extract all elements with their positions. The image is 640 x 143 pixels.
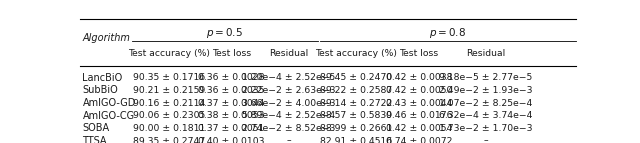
Text: 2.49e−2 ± 1.93e−3: 2.49e−2 ± 1.93e−3 [439,86,532,95]
Text: 0.38 ± 0.0053: 0.38 ± 0.0053 [198,111,265,120]
Text: Residual: Residual [466,49,506,58]
Text: 5.89e−4 ± 2.52e−4: 5.89e−4 ± 2.52e−4 [242,111,335,120]
Text: 3.66e−2 ± 4.00e−3: 3.66e−2 ± 4.00e−3 [242,99,335,108]
Text: $p = 0.5$: $p = 0.5$ [206,26,243,40]
Text: 0.36 ± 0.0035: 0.36 ± 0.0035 [198,86,265,95]
Text: 0.46 ± 0.0176: 0.46 ± 0.0176 [386,111,452,120]
Text: 90.06 ± 0.2305: 90.06 ± 0.2305 [132,111,205,120]
Text: –: – [483,137,488,143]
Text: 2.74e−2 ± 8.52e−3: 2.74e−2 ± 8.52e−3 [242,124,335,133]
Text: 0.74 ± 0.0072: 0.74 ± 0.0072 [386,137,452,143]
Text: 89.35 ± 0.2747: 89.35 ± 0.2747 [132,137,205,143]
Text: Test accuracy (%): Test accuracy (%) [128,49,210,58]
Text: Test loss: Test loss [212,49,251,58]
Text: SOBA: SOBA [83,123,109,133]
Text: Residual: Residual [269,49,308,58]
Text: Test loss: Test loss [399,49,438,58]
Text: 89.14 ± 0.2722: 89.14 ± 0.2722 [320,99,392,108]
Text: SubBiO: SubBiO [83,85,118,95]
Text: 90.16 ± 0.2114: 90.16 ± 0.2114 [132,99,205,108]
Text: 0.42 ± 0.0038: 0.42 ± 0.0038 [386,73,452,82]
Text: 0.42 ± 0.0050: 0.42 ± 0.0050 [386,86,452,95]
Text: 90.35 ± 0.1716: 90.35 ± 0.1716 [132,73,205,82]
Text: 1.20e−4 ± 2.52e−5: 1.20e−4 ± 2.52e−5 [242,73,335,82]
Text: 0.43 ± 0.0044: 0.43 ± 0.0044 [386,99,452,108]
Text: TTSA: TTSA [83,136,107,143]
Text: 89.45 ± 0.2470: 89.45 ± 0.2470 [320,73,392,82]
Text: AmIGO-CG: AmIGO-CG [83,111,134,121]
Text: 1.07e−2 ± 8.25e−4: 1.07e−2 ± 8.25e−4 [439,99,532,108]
Text: 88.57 ± 0.5839: 88.57 ± 0.5839 [320,111,392,120]
Text: AmIGO-GD: AmIGO-GD [83,98,136,108]
Text: 0.37 ± 0.0044: 0.37 ± 0.0044 [198,99,265,108]
Text: $p = 0.8$: $p = 0.8$ [429,26,466,40]
Text: 0.36 ± 0.0028: 0.36 ± 0.0028 [198,73,265,82]
Text: 0.37 ± 0.0051: 0.37 ± 0.0051 [198,124,265,133]
Text: 6.32e−4 ± 3.74e−4: 6.32e−4 ± 3.74e−4 [439,111,532,120]
Text: 88.99 ± 0.2661: 88.99 ± 0.2661 [320,124,392,133]
Text: 90.21 ± 0.2159: 90.21 ± 0.2159 [132,86,205,95]
Text: 1.73e−2 ± 1.70e−3: 1.73e−2 ± 1.70e−3 [439,124,532,133]
Text: 89.22 ± 0.2587: 89.22 ± 0.2587 [320,86,392,95]
Text: 0.40 ± 0.0103: 0.40 ± 0.0103 [198,137,265,143]
Text: 9.18e−5 ± 2.77e−5: 9.18e−5 ± 2.77e−5 [439,73,532,82]
Text: 82.91 ± 0.4516: 82.91 ± 0.4516 [320,137,392,143]
Text: Algorithm: Algorithm [83,32,131,42]
Text: Test accuracy (%): Test accuracy (%) [316,49,397,58]
Text: 0.42 ± 0.0054: 0.42 ± 0.0054 [386,124,452,133]
Text: 90.00 ± 0.1811: 90.00 ± 0.1811 [132,124,205,133]
Text: LancBiO: LancBiO [83,73,123,83]
Text: 2.22e−2 ± 2.63e−3: 2.22e−2 ± 2.63e−3 [242,86,335,95]
Text: –: – [286,137,291,143]
